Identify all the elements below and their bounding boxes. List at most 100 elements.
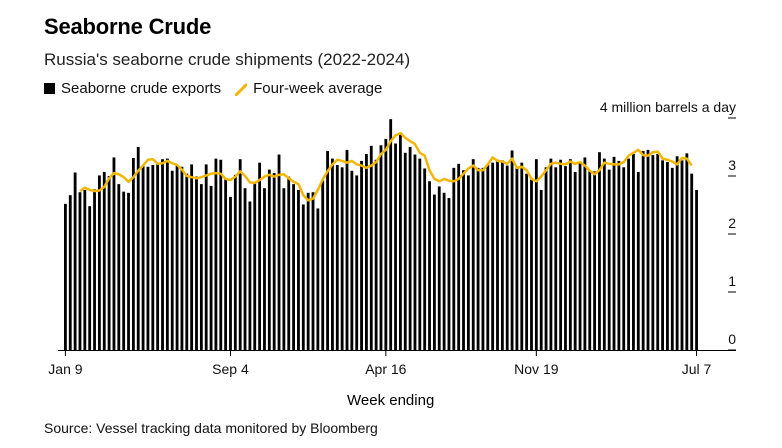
bar <box>68 195 72 350</box>
bar <box>127 192 130 350</box>
bar <box>564 166 567 350</box>
bar <box>151 164 155 350</box>
bar <box>185 173 189 350</box>
bar <box>122 191 126 350</box>
bar <box>588 171 592 350</box>
bar <box>607 169 611 350</box>
bar <box>394 143 397 350</box>
bar <box>491 162 495 350</box>
x-tick-label: Jul 7 <box>682 361 712 377</box>
bar <box>112 157 116 350</box>
legend-label-line: Four-week average <box>253 80 383 97</box>
bar <box>389 119 393 350</box>
bar <box>316 208 320 350</box>
bar <box>539 189 543 350</box>
bar <box>496 159 499 350</box>
bar <box>476 167 480 350</box>
bar <box>175 164 179 350</box>
bar <box>229 196 232 350</box>
bar <box>199 184 203 350</box>
chart-title: Seaborne Crude <box>44 14 212 39</box>
bar <box>165 158 169 350</box>
bar <box>510 150 514 350</box>
y-tick-label: 0 <box>728 331 736 347</box>
bar <box>651 155 655 350</box>
bar <box>578 161 582 350</box>
bar <box>258 162 262 350</box>
legend-item-line: Four-week average <box>235 80 382 97</box>
bar <box>632 153 635 350</box>
bar <box>243 188 247 350</box>
bar <box>559 159 563 350</box>
bar <box>568 159 572 350</box>
bar <box>233 174 237 350</box>
bar <box>627 158 630 350</box>
bar <box>141 166 145 350</box>
bar <box>486 164 490 350</box>
line-swatch-icon <box>235 82 248 96</box>
bar <box>83 189 87 350</box>
line-series <box>79 131 693 202</box>
bar <box>661 160 664 350</box>
bar <box>403 152 407 350</box>
bar <box>340 167 344 350</box>
y-tick-label: 3 <box>728 157 736 173</box>
bar <box>656 153 660 350</box>
bar <box>214 158 218 350</box>
bar <box>170 170 174 350</box>
bar <box>374 159 378 350</box>
bar <box>224 178 228 350</box>
bar <box>277 154 281 350</box>
bar <box>117 184 121 350</box>
bar <box>248 201 252 350</box>
bar <box>88 206 92 350</box>
bar <box>267 169 271 350</box>
bar <box>365 153 368 350</box>
bar <box>690 173 694 350</box>
bar <box>78 192 82 350</box>
x-tick-label: Nov 19 <box>514 361 559 377</box>
bar <box>156 163 160 350</box>
bar <box>282 188 286 350</box>
bar <box>102 171 106 350</box>
bar <box>408 147 412 350</box>
bar <box>515 167 519 350</box>
bar <box>350 170 354 350</box>
bar <box>442 192 446 350</box>
bar <box>602 158 606 350</box>
legend: Seaborne crude exports Four-week average <box>44 80 396 97</box>
y-tick-label: 2 <box>728 215 736 231</box>
bar <box>593 171 597 350</box>
bar <box>204 164 208 350</box>
bar <box>500 160 504 350</box>
bar <box>505 165 509 350</box>
bar <box>413 154 417 350</box>
bar <box>534 159 538 350</box>
bar <box>481 167 485 350</box>
bar <box>462 170 465 350</box>
bar <box>573 171 577 350</box>
bar <box>437 186 441 350</box>
bar <box>432 194 436 350</box>
bar <box>219 159 223 350</box>
bar <box>321 180 325 350</box>
bar <box>238 159 242 350</box>
bar <box>471 159 475 350</box>
bar <box>428 181 431 350</box>
bar <box>190 164 194 350</box>
bar <box>311 192 315 350</box>
bar <box>612 156 616 350</box>
bar <box>423 168 427 350</box>
bar <box>195 176 198 350</box>
bar <box>64 203 67 350</box>
y-axis-ticks: 0 1 2 3 4 million barrels a day <box>600 99 736 351</box>
bar <box>292 184 295 350</box>
bar <box>287 176 291 350</box>
bar <box>554 167 558 350</box>
bar <box>675 156 679 350</box>
bar <box>530 179 533 350</box>
bar <box>680 160 684 350</box>
bar <box>136 147 140 350</box>
source-note: Source: Vessel tracking data monitored b… <box>44 420 378 436</box>
